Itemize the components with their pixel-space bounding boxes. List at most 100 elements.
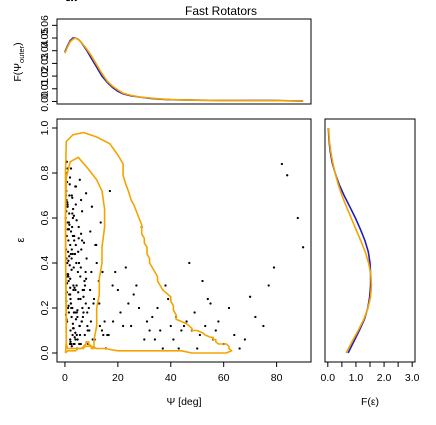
scatter-point <box>68 255 71 258</box>
scatter-point <box>111 284 114 287</box>
main-y-tick-label: 0.8 <box>39 166 51 181</box>
scatter-point <box>116 288 120 292</box>
scatter-point <box>66 203 69 206</box>
scatter-point <box>79 232 83 235</box>
right-x-axis-label: F(ε) <box>361 396 379 408</box>
scatter-point <box>76 315 79 319</box>
scatter-point <box>84 277 88 280</box>
main-x-tick-label: 20 <box>112 372 124 384</box>
main-x-tick-label: 60 <box>218 372 230 384</box>
top-y-tick-label: 0.02 <box>39 66 51 87</box>
scatter-point <box>89 320 93 323</box>
scatter-point <box>77 261 81 265</box>
scatter-point <box>153 338 157 341</box>
scatter-point <box>193 311 196 314</box>
scatter-point <box>67 239 70 242</box>
scatter-point <box>74 338 77 341</box>
scatter-point <box>78 178 81 181</box>
scatter-point <box>95 261 98 265</box>
scatter-point <box>84 302 87 305</box>
scatter-point <box>68 194 71 197</box>
scatter-point <box>69 167 73 170</box>
scatter-point <box>196 347 199 350</box>
scatter-point <box>79 266 82 269</box>
scatter-point <box>70 315 73 319</box>
scatter-point <box>95 243 98 247</box>
top-panel-frame <box>56 18 312 105</box>
scatter-point <box>86 324 89 328</box>
scatter-point <box>69 230 73 233</box>
scatter-point <box>209 302 212 305</box>
scatter-point <box>132 293 135 296</box>
scatter-point <box>78 324 81 328</box>
scatter-point <box>66 273 69 276</box>
scatter-point <box>188 261 191 265</box>
scatter-point <box>79 297 82 301</box>
scatter-point <box>66 306 70 310</box>
scatter-point <box>78 342 81 346</box>
scatter-point <box>206 297 209 301</box>
scatter-point <box>101 270 104 274</box>
scatter-point <box>75 311 78 314</box>
scatter-point <box>85 257 88 260</box>
scatter-point <box>67 311 71 314</box>
scatter-point <box>73 336 76 339</box>
scatter-point <box>148 329 151 332</box>
top-y-tick-label: 0.04 <box>39 40 51 61</box>
scatter-point <box>77 297 80 301</box>
scatter-point <box>74 318 78 321</box>
top-y-tick-label: 0.01 <box>39 78 51 99</box>
scatter-point <box>108 189 112 193</box>
scatter-point <box>248 295 252 298</box>
scatter-point <box>68 183 71 186</box>
scatter-point <box>77 225 80 229</box>
scatter-point <box>69 252 72 256</box>
scatter-point <box>81 288 84 292</box>
scatter-point <box>102 333 105 337</box>
scatter-point <box>198 333 202 337</box>
scatter-point <box>74 0 77 2</box>
scatter-point <box>66 261 69 265</box>
main-y-tick-label: 1.0 <box>39 121 51 136</box>
scatter-point <box>135 284 138 287</box>
main-y-tick-label: 0.2 <box>39 301 51 316</box>
scatter-point <box>67 221 71 224</box>
scatter-point <box>73 239 76 242</box>
scatter-point <box>84 192 88 195</box>
scatter-point <box>272 266 276 269</box>
scatter-point <box>286 174 289 177</box>
scatter-point <box>254 315 257 319</box>
scatter-point <box>74 243 77 247</box>
scatter-point <box>68 223 71 226</box>
scatter-point <box>77 237 80 240</box>
scatter-point <box>80 239 84 242</box>
scatter-point <box>73 311 77 314</box>
scatter-point <box>107 333 110 337</box>
scatter-point <box>267 284 270 287</box>
scatter-point <box>67 259 70 262</box>
scatter-point <box>99 221 102 224</box>
right-x-tick-label: 3.0 <box>405 372 420 384</box>
scatter-point <box>177 347 180 350</box>
scatter-point <box>87 306 90 310</box>
main-x-tick-label: 40 <box>165 372 177 384</box>
scatter-point <box>75 284 78 287</box>
scatter-point <box>89 230 92 233</box>
scatter-point <box>77 291 80 294</box>
scatter-point <box>156 306 159 310</box>
scatter-point <box>76 309 79 312</box>
scatter-point <box>90 205 94 208</box>
right-panel-frame <box>324 118 416 363</box>
scatter-point <box>100 329 104 332</box>
scatter-point <box>84 270 87 274</box>
scatter-point <box>74 331 77 334</box>
scatter-point <box>137 306 141 310</box>
scatter-point <box>103 320 106 323</box>
top-y-axis-label: F(Ψouter) <box>12 42 26 81</box>
scatter-point <box>90 270 93 274</box>
scatter-point <box>70 0 74 2</box>
main-y-tick-label: 0.6 <box>39 211 51 226</box>
scatter-point <box>72 327 75 330</box>
scatter-point <box>82 311 85 314</box>
scatter-point <box>82 295 85 298</box>
